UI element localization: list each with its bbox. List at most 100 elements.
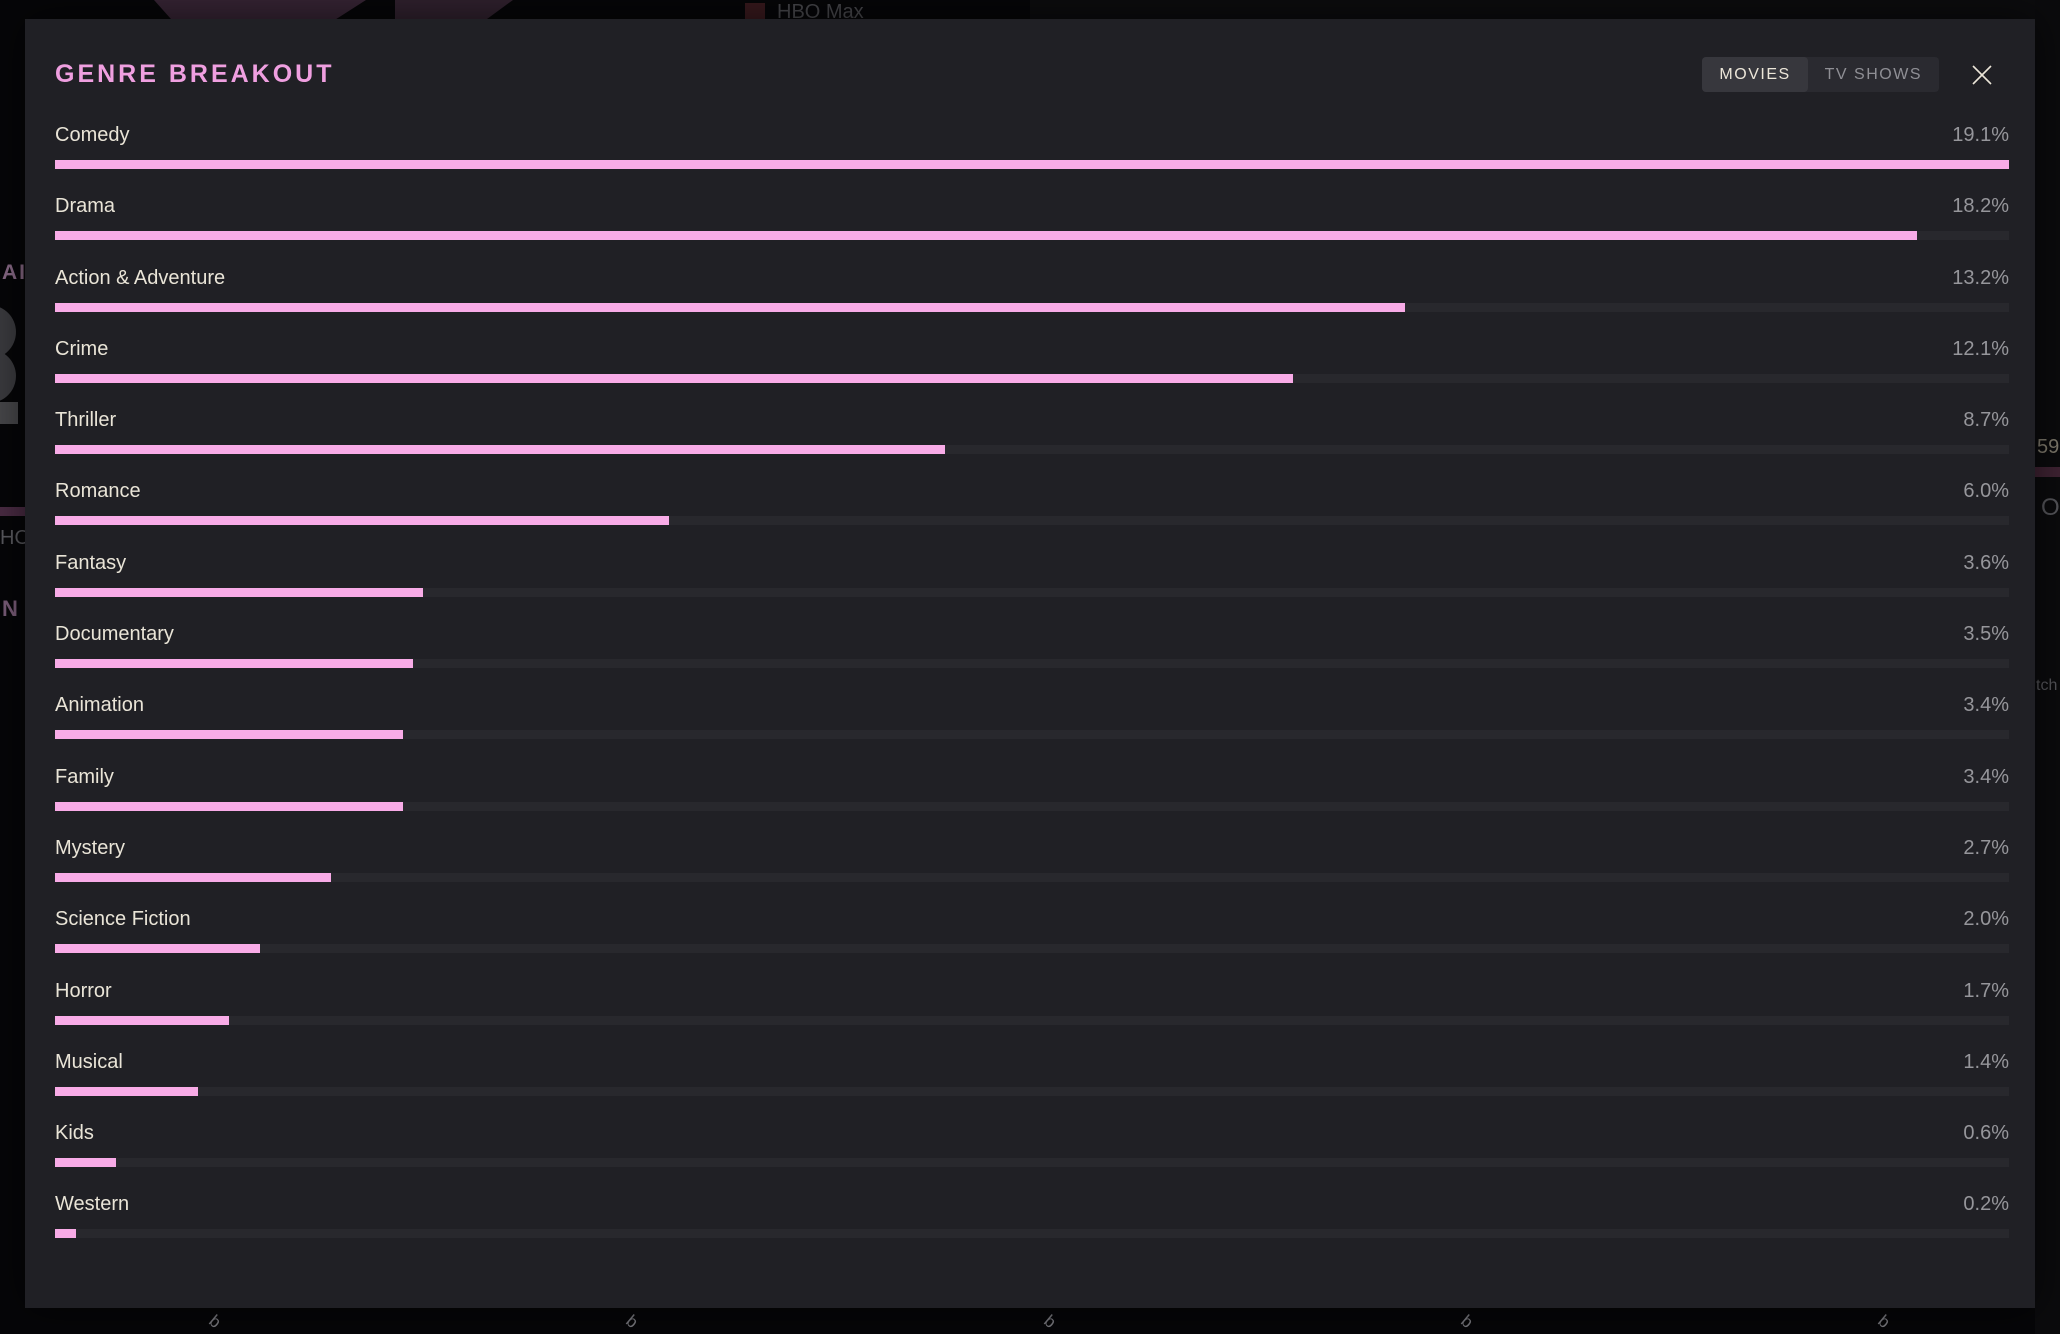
genre-bar-track bbox=[55, 944, 2009, 954]
genre-percent: 1.7% bbox=[1963, 979, 2009, 1002]
genre-bar-fill bbox=[55, 445, 946, 455]
genre-label: Musical bbox=[55, 1050, 123, 1073]
genre-row: Fantasy 3.6% bbox=[55, 551, 2009, 597]
genre-breakout-modal: GENRE BREAKOUT MOVIES TV SHOWS bbox=[25, 19, 2035, 1308]
genre-percent: 1.4% bbox=[1963, 1050, 2009, 1073]
genre-label: Mystery bbox=[55, 836, 125, 859]
genre-bar-track bbox=[55, 516, 2009, 526]
genre-label: Animation bbox=[55, 694, 144, 717]
genre-percent: 0.6% bbox=[1963, 1122, 2009, 1145]
backdrop-circle bbox=[0, 305, 16, 359]
genre-percent: 8.7% bbox=[1963, 409, 2009, 432]
genre-list: Comedy 19.1% Drama 18.2% Action & Advent… bbox=[55, 123, 2009, 1264]
genre-bar-track bbox=[55, 373, 2009, 383]
genre-percent: 6.0% bbox=[1963, 480, 2009, 503]
genre-row: Thriller 8.7% bbox=[55, 408, 2009, 455]
genre-percent: 19.1% bbox=[1952, 124, 2009, 146]
modal-header-controls: MOVIES TV SHOWS bbox=[1702, 57, 1995, 92]
genre-bar-track bbox=[55, 445, 2009, 455]
genre-row: Documentary 3.5% bbox=[55, 622, 2009, 669]
backdrop-chart-ribbon bbox=[154, 0, 366, 19]
genre-bar-track bbox=[55, 1229, 2009, 1239]
backdrop-text-fragment: tch bbox=[2036, 677, 2058, 694]
close-icon bbox=[1971, 64, 1993, 86]
genre-bar-fill bbox=[55, 730, 403, 740]
genre-label: Family bbox=[55, 765, 114, 788]
genre-row: Romance 6.0% bbox=[55, 479, 2009, 526]
genre-bar-track bbox=[55, 801, 2009, 811]
backdrop-legend-square bbox=[0, 402, 18, 424]
genre-row: Family 3.4% bbox=[55, 765, 2009, 811]
genre-row: Horror 1.7% bbox=[55, 979, 2009, 1025]
genre-label: Drama bbox=[55, 195, 116, 218]
genre-row: Action & Adventure 13.2% bbox=[55, 266, 2009, 312]
genre-row: Crime 12.1% bbox=[55, 337, 2009, 383]
genre-label: Science Fiction bbox=[55, 908, 191, 931]
genre-percent: 13.2% bbox=[1952, 266, 2009, 289]
genre-bar-fill bbox=[55, 872, 332, 882]
genre-bar-fill bbox=[55, 944, 260, 954]
genre-bar-track bbox=[55, 587, 2009, 597]
genre-bar-fill bbox=[55, 302, 1406, 312]
genre-bar-fill bbox=[55, 801, 403, 811]
genre-row: Kids 0.6% bbox=[55, 1121, 2009, 1168]
genre-bar-track bbox=[55, 160, 2009, 169]
genre-bar-fill bbox=[55, 1086, 199, 1096]
legend-label-hbo-max: HBO Max bbox=[777, 1, 864, 19]
backdrop-chart-ribbon bbox=[395, 0, 513, 19]
genre-percent: 3.4% bbox=[1963, 694, 2009, 717]
genre-percent: 12.1% bbox=[1952, 337, 2009, 360]
genre-bar-fill bbox=[55, 231, 1917, 241]
genre-row: Comedy 19.1% bbox=[55, 123, 2009, 169]
genre-bar-fill bbox=[55, 516, 669, 526]
genre-row: Western 0.2% bbox=[55, 1192, 2009, 1239]
genre-percent: 3.5% bbox=[1963, 623, 2009, 646]
backdrop-panel-edge bbox=[1030, 0, 2060, 19]
genre-percent: 18.2% bbox=[1952, 195, 2009, 218]
genre-bar-track bbox=[55, 302, 2009, 312]
genre-label: Kids bbox=[55, 1122, 94, 1145]
backdrop-circle bbox=[0, 349, 16, 403]
close-button[interactable] bbox=[1969, 62, 1995, 88]
genre-row: Musical 1.4% bbox=[55, 1050, 2009, 1096]
genre-percent: 2.0% bbox=[1963, 908, 2009, 931]
genre-bar-fill bbox=[55, 587, 424, 597]
backdrop-text-fragment: N bbox=[2, 596, 18, 621]
genre-row: Mystery 2.7% bbox=[55, 836, 2009, 882]
genre-label: Thriller bbox=[55, 409, 117, 432]
backdrop-bar-fragment bbox=[0, 507, 25, 516]
backdrop-text-fragment: AI bbox=[2, 261, 27, 284]
modal-title: GENRE BREAKOUT bbox=[55, 60, 335, 88]
backdrop-bar-fragment bbox=[2035, 467, 2060, 477]
genre-bar-fill bbox=[55, 659, 413, 669]
genre-percent: 0.2% bbox=[1963, 1193, 2009, 1216]
genre-label: Horror bbox=[55, 979, 112, 1002]
tab-movies[interactable]: MOVIES bbox=[1702, 57, 1808, 92]
genre-label: Romance bbox=[55, 480, 141, 503]
genre-label: Comedy bbox=[55, 124, 130, 146]
genre-percent: 3.4% bbox=[1963, 765, 2009, 788]
legend-swatch-hbo-max bbox=[745, 3, 765, 19]
backdrop-right-strip bbox=[2035, 0, 2060, 1334]
modal-header: GENRE BREAKOUT MOVIES TV SHOWS bbox=[55, 57, 1995, 92]
genre-bar-track bbox=[55, 659, 2009, 669]
genre-bar-track bbox=[55, 1086, 2009, 1096]
genre-bar-track bbox=[55, 872, 2009, 882]
genre-row: Animation 3.4% bbox=[55, 693, 2009, 740]
tab-tv-shows[interactable]: TV SHOWS bbox=[1808, 57, 1939, 92]
genre-label: Crime bbox=[55, 337, 109, 360]
genre-bar-fill bbox=[55, 1229, 76, 1239]
genre-bar-track bbox=[55, 730, 2009, 740]
genre-percent: 3.6% bbox=[1963, 551, 2009, 574]
backdrop-text-fragment: O bbox=[2041, 494, 2060, 521]
genre-row: Science Fiction 2.0% bbox=[55, 907, 2009, 954]
genre-bar-fill bbox=[55, 1015, 229, 1025]
genre-bar-fill bbox=[55, 373, 1293, 383]
genre-percent: 2.7% bbox=[1963, 836, 2009, 859]
genre-label: Documentary bbox=[55, 623, 174, 646]
genre-bar-track bbox=[55, 1015, 2009, 1025]
genre-label: Action & Adventure bbox=[55, 266, 226, 289]
genre-row: Drama 18.2% bbox=[55, 194, 2009, 241]
genre-label: Fantasy bbox=[55, 551, 127, 574]
